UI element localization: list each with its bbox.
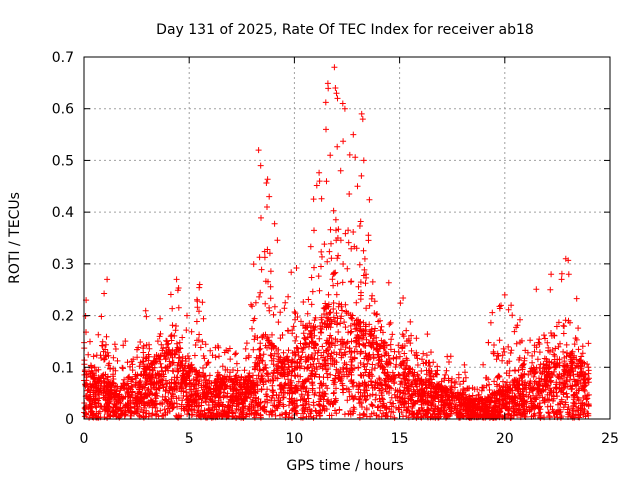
x-tick-label: 25 [601, 431, 619, 447]
y-tick-label: 0.5 [52, 153, 74, 169]
y-tick-label: 0.2 [52, 309, 74, 325]
x-axis-label: GPS time / hours [286, 458, 403, 474]
y-tick-label: 0 [65, 412, 74, 428]
y-tick-label: 0.6 [52, 102, 74, 118]
data-points [81, 64, 592, 421]
y-tick-label: 0.7 [52, 50, 74, 66]
x-tick-label: 0 [80, 431, 89, 447]
chart-title: Day 131 of 2025, Rate Of TEC Index for r… [156, 22, 534, 38]
y-tick-label: 0.1 [52, 360, 74, 376]
plot-frame [83, 56, 611, 420]
x-tick-label: 10 [285, 431, 303, 447]
scatter-markers [81, 64, 592, 421]
y-tick-label: 0.4 [52, 205, 74, 221]
x-tick-label: 5 [185, 431, 194, 447]
x-tick-label: 20 [496, 431, 514, 447]
tick-labels: 0 5 10 15 20 25 0 0.1 0.2 0.3 0.4 0.5 0.6 0.7 [52, 50, 619, 447]
x-tick-label: 15 [391, 431, 409, 447]
y-axis-label: ROTI / TECUs [7, 192, 23, 284]
y-tick-label: 0.3 [52, 257, 74, 273]
axis-ticks [83, 56, 611, 420]
